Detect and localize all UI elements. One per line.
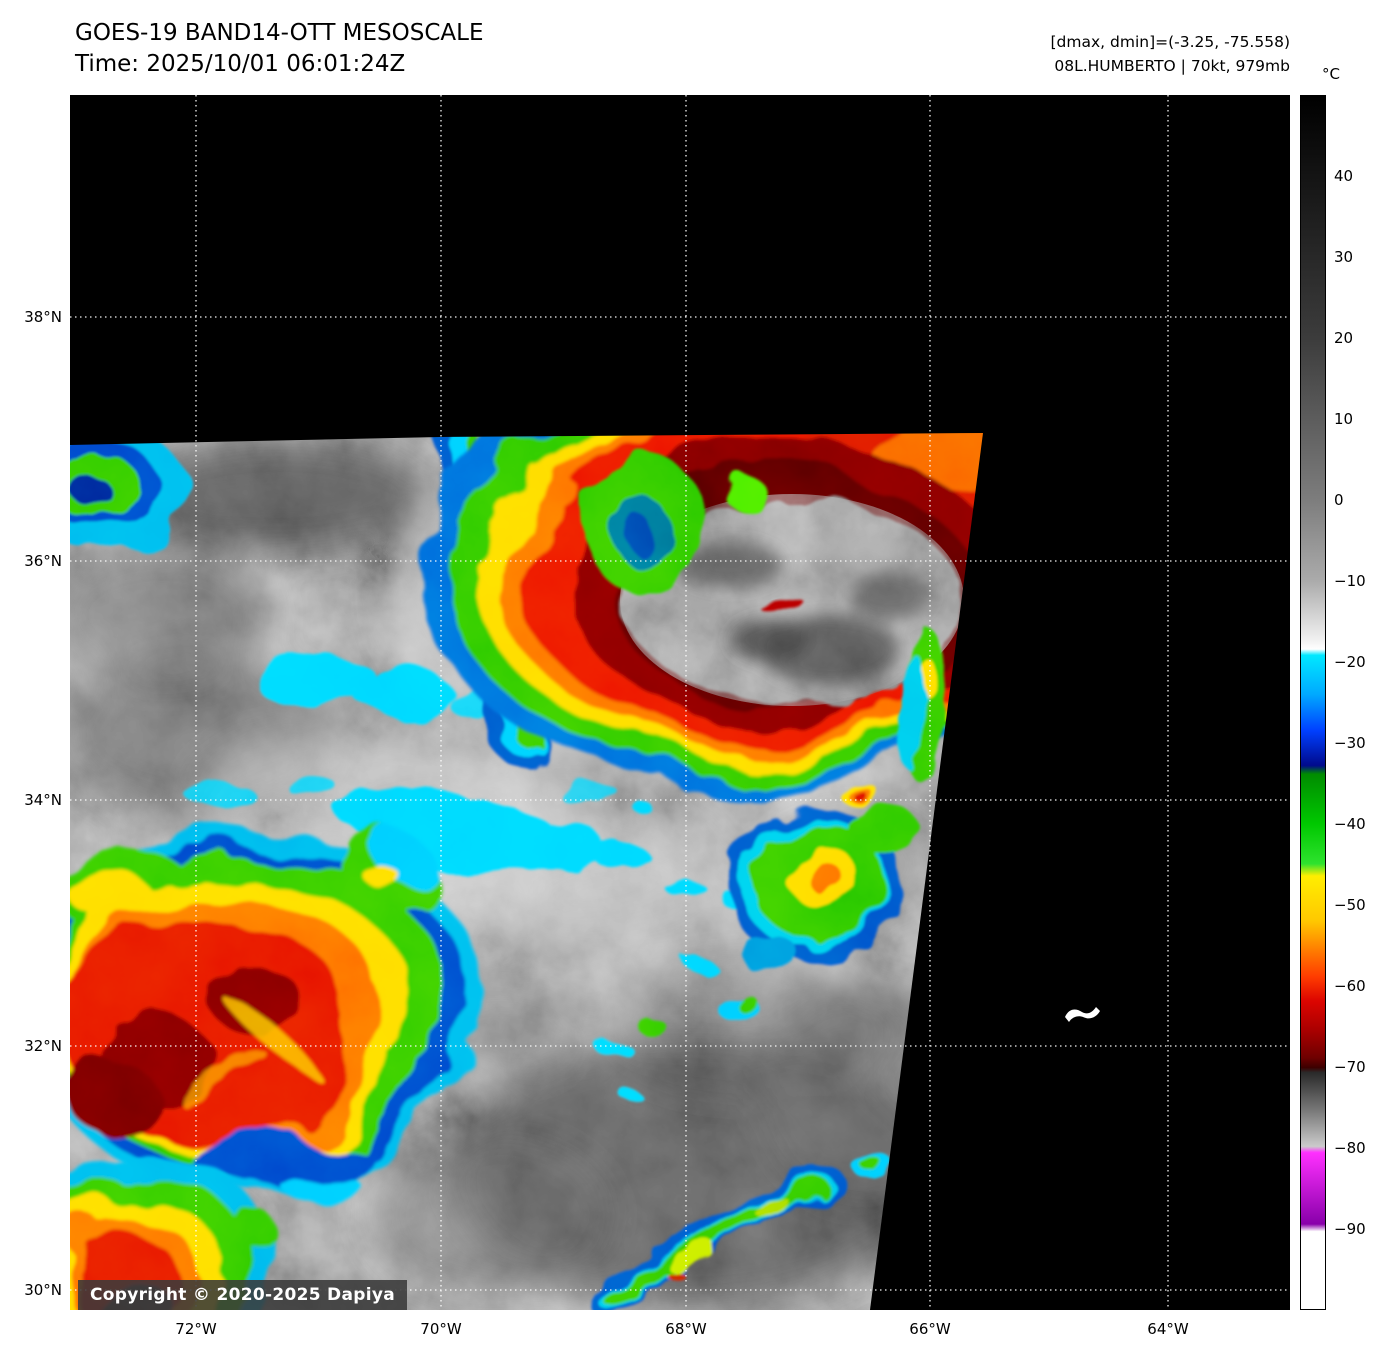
lon-label-70w: 70°W <box>420 1320 462 1338</box>
colorbar-tick-n20: −20 <box>1334 653 1366 671</box>
lon-label-64w: 64°W <box>1147 1320 1189 1338</box>
colorbar-tick-n10: −10 <box>1334 572 1366 590</box>
colorbar: °C 40 30 20 10 0 −10 −20 −30 −40 −50 −60… <box>1300 65 1366 1310</box>
lat-label-34n: 34°N <box>24 791 62 809</box>
lat-label-30n: 30°N <box>24 1281 62 1299</box>
lon-label-66w: 66°W <box>909 1320 951 1338</box>
lat-label-36n: 36°N <box>24 552 62 570</box>
map-area: Copyright © 2020-2025 Dapiya <box>70 95 1290 1310</box>
colorbar-tick-n90: −90 <box>1334 1220 1366 1238</box>
header-left: GOES-19 BAND14-OTT MESOSCALE Time: 2025/… <box>75 18 484 80</box>
bermuda-island <box>1065 1007 1100 1022</box>
header-right: [dmax, dmin]=(-3.25, -75.558) 08L.HUMBER… <box>1051 30 1291 78</box>
colorbar-gradient <box>1300 95 1326 1310</box>
storm-info-label: 08L.HUMBERTO | 70kt, 979mb <box>1054 57 1290 75</box>
page-title: GOES-19 BAND14-OTT MESOSCALE <box>75 20 484 46</box>
colorbar-tick-10: 10 <box>1334 410 1354 428</box>
data-range-label: [dmax, dmin]=(-3.25, -75.558) <box>1050 33 1291 51</box>
lat-label-38n: 38°N <box>24 308 62 326</box>
copyright-label: Copyright © 2020-2025 Dapiya <box>78 1280 407 1310</box>
colorbar-tick-20: 20 <box>1334 329 1354 347</box>
colorbar-tick-n50: −50 <box>1334 896 1366 914</box>
lon-label-68w: 68°W <box>665 1320 707 1338</box>
satellite-image <box>70 95 1290 1310</box>
data-swath <box>70 433 983 1310</box>
lat-label-32n: 32°N <box>24 1037 62 1055</box>
colorbar-tick-30: 30 <box>1334 248 1354 266</box>
time-label: Time: 2025/10/01 06:01:24Z <box>75 51 406 77</box>
lon-label-72w: 72°W <box>175 1320 217 1338</box>
gridlines <box>70 95 1290 1310</box>
colorbar-tick-n60: −60 <box>1334 977 1366 995</box>
colorbar-tick-n40: −40 <box>1334 815 1366 833</box>
colorbar-tick-n70: −70 <box>1334 1058 1366 1076</box>
colorbar-tick-n80: −80 <box>1334 1139 1366 1157</box>
colorbar-tick-0: 0 <box>1334 491 1344 509</box>
colorbar-tick-n30: −30 <box>1334 734 1366 752</box>
colorbar-tick-40: 40 <box>1334 167 1354 185</box>
colorbar-unit-label: °C <box>1322 65 1340 83</box>
